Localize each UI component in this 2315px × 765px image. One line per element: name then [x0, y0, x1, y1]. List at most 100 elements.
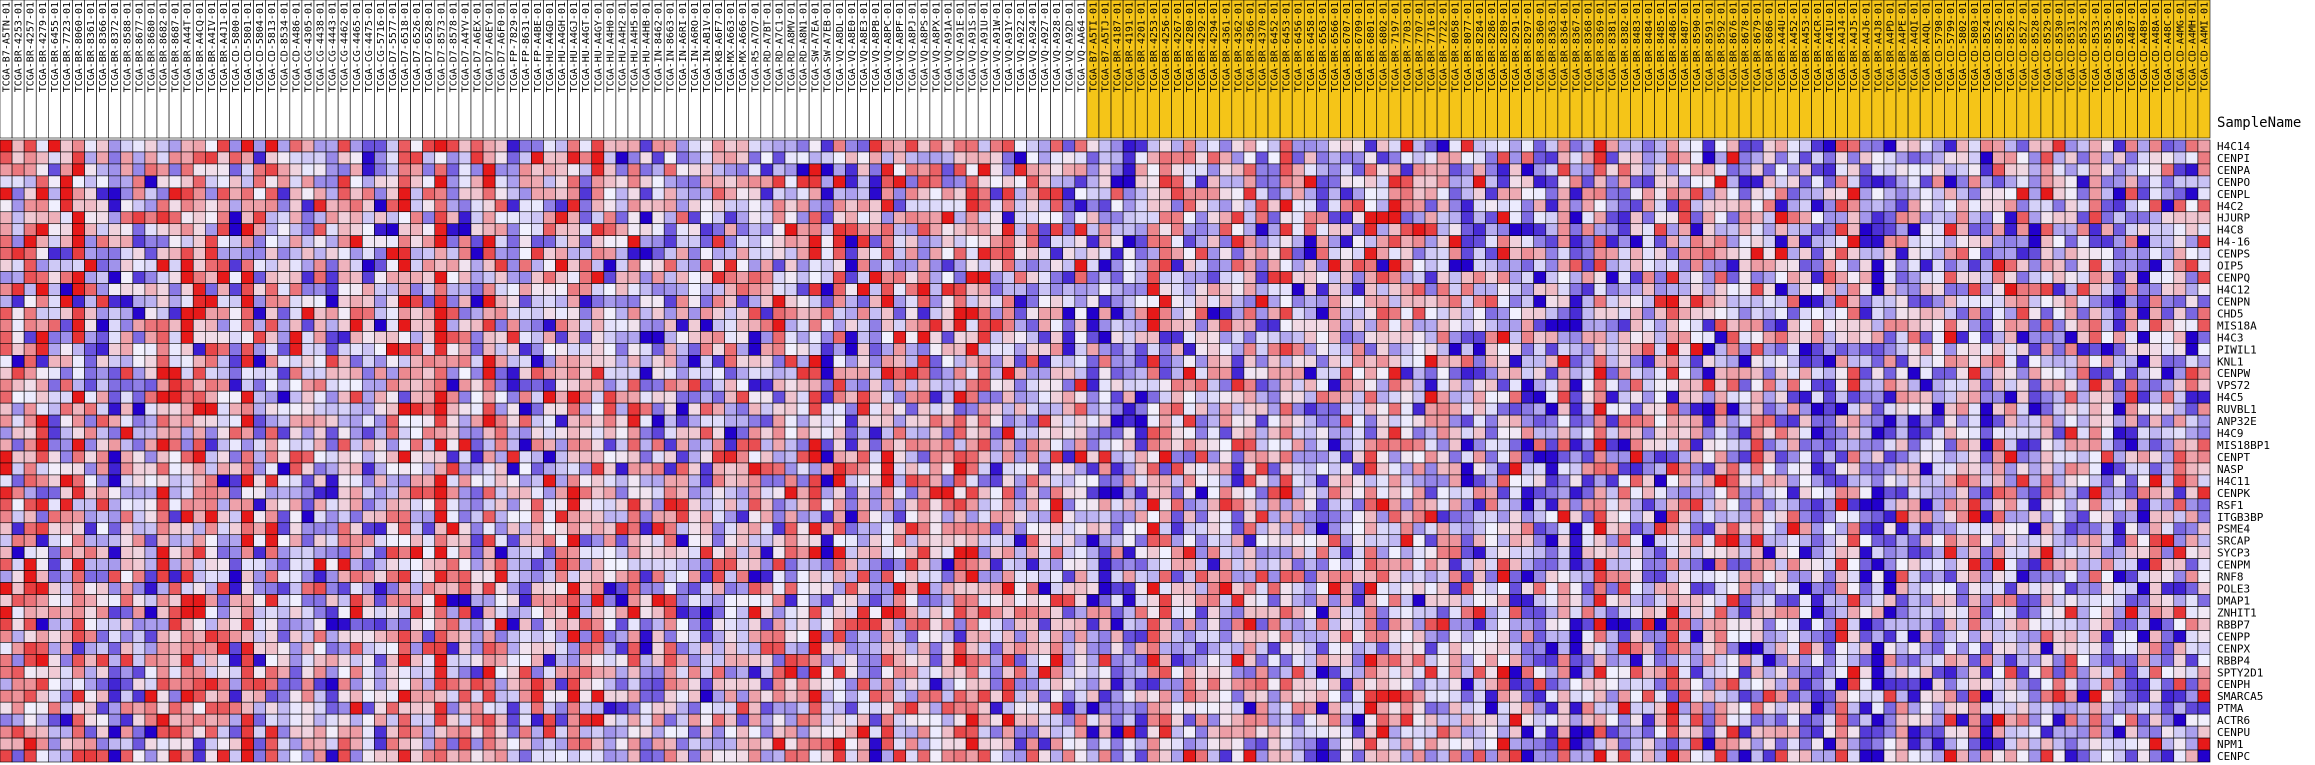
- heatmap-cell: [1026, 187, 1039, 201]
- heatmap-cell: [1267, 247, 1281, 260]
- heatmap-cell: [84, 175, 97, 189]
- heatmap-cell: [2101, 259, 2114, 272]
- heatmap-cell: [1907, 211, 1921, 225]
- heatmap-cell: [349, 414, 363, 428]
- heatmap-cell: [543, 211, 556, 225]
- heatmap-cell: [1702, 283, 1716, 296]
- heatmap-cell: [422, 331, 436, 344]
- heatmap-cell: [953, 235, 967, 248]
- heatmap-cell: [1400, 163, 1414, 177]
- heatmap-cell: [1026, 343, 1039, 356]
- heatmap-cell: [1291, 319, 1305, 332]
- heatmap-cell: [1316, 355, 1329, 368]
- heatmap-cell: [688, 271, 701, 284]
- column-label: TCGA-D7-8578-01: [448, 2, 459, 92]
- heatmap-cell: [917, 319, 931, 332]
- heatmap-cell: [688, 235, 701, 248]
- heatmap-cell: [410, 319, 423, 332]
- heatmap-cell: [2101, 378, 2114, 392]
- heatmap-cell: [1026, 390, 1039, 404]
- heatmap-cell: [555, 366, 568, 380]
- heatmap-cell: [1750, 259, 1764, 272]
- heatmap-cell: [0, 271, 13, 284]
- heatmap-cell: [482, 295, 496, 308]
- heatmap-cell: [1545, 343, 1559, 356]
- heatmap-cell: [845, 390, 858, 404]
- heatmap-cell: [1919, 283, 1933, 296]
- heatmap-cell: [217, 259, 230, 272]
- heatmap-cell: [265, 307, 279, 320]
- heatmap-cell: [977, 211, 991, 225]
- heatmap-cell: [1110, 139, 1124, 153]
- heatmap-cell: [700, 307, 713, 320]
- heatmap-cell: [663, 223, 677, 236]
- heatmap-cell: [120, 259, 134, 272]
- heatmap-cell: [1690, 259, 1704, 272]
- heatmap-cell: [374, 187, 387, 201]
- heatmap-cell: [1473, 343, 1486, 356]
- heatmap-cell: [1026, 355, 1039, 368]
- heatmap-cell: [1581, 414, 1595, 428]
- heatmap-cell: [1690, 247, 1704, 260]
- heatmap-cell: [1291, 283, 1305, 296]
- heatmap-cell: [1944, 163, 1957, 177]
- heatmap-cell: [531, 402, 544, 416]
- heatmap-cell: [663, 378, 677, 392]
- heatmap-cell: [2016, 295, 2030, 308]
- heatmap-cell: [289, 139, 303, 153]
- heatmap-cell: [1944, 139, 1957, 153]
- heatmap-cell: [1002, 259, 1015, 272]
- heatmap-cell: [1473, 223, 1486, 236]
- heatmap-cell: [772, 151, 786, 165]
- heatmap-cell: [1279, 199, 1293, 213]
- heatmap-cell: [1400, 175, 1414, 189]
- heatmap-cell: [108, 402, 122, 416]
- heatmap-cell: [760, 307, 774, 320]
- heatmap-cell: [180, 247, 194, 260]
- heatmap-cell: [434, 295, 448, 308]
- heatmap-cell: [1533, 414, 1547, 428]
- heatmap-cell: [1774, 378, 1788, 392]
- heatmap-cell: [591, 307, 605, 320]
- heatmap-cell: [1642, 331, 1655, 344]
- heatmap-cell: [422, 378, 436, 392]
- heatmap-cell: [639, 199, 653, 213]
- heatmap-cell: [337, 163, 351, 177]
- heatmap-cell: [1557, 271, 1571, 284]
- heatmap-cell: [627, 259, 641, 272]
- heatmap-cell: [1569, 355, 1583, 368]
- heatmap-cell: [1412, 307, 1426, 320]
- heatmap-cell: [1364, 366, 1378, 380]
- heatmap-cell: [651, 295, 665, 308]
- heatmap-cell: [760, 199, 774, 213]
- heatmap-cell: [845, 163, 858, 177]
- heatmap-cell: [893, 426, 907, 440]
- column-label: TCGA-BR-A4J5-01: [1849, 2, 1860, 92]
- heatmap-cell: [651, 163, 665, 177]
- heatmap-cell: [675, 307, 689, 320]
- heatmap-cell: [736, 199, 750, 213]
- heatmap-cell: [869, 187, 882, 201]
- heatmap-cell: [1388, 283, 1402, 296]
- heatmap-cell: [180, 414, 194, 428]
- heatmap-cell: [675, 378, 689, 392]
- heatmap-cell: [1605, 235, 1619, 248]
- heatmap-cell: [192, 259, 206, 272]
- heatmap-cell: [724, 319, 737, 332]
- heatmap-cell: [688, 402, 701, 416]
- heatmap-cell: [869, 295, 882, 308]
- heatmap-cell: [1811, 259, 1824, 272]
- heatmap-cell: [808, 175, 822, 189]
- heatmap-cell: [120, 283, 134, 296]
- heatmap-cell: [2137, 151, 2150, 165]
- heatmap-cell: [1255, 366, 1269, 380]
- heatmap-cell: [1980, 319, 1993, 332]
- heatmap-cell: [2161, 307, 2175, 320]
- heatmap-cell: [0, 151, 13, 165]
- heatmap-cell: [374, 139, 387, 153]
- heatmap-cell: [2185, 366, 2199, 380]
- heatmap-cell: [1328, 378, 1341, 392]
- heatmap-cell: [688, 175, 701, 189]
- heatmap-cell: [2173, 319, 2187, 332]
- heatmap-cell: [1497, 426, 1510, 440]
